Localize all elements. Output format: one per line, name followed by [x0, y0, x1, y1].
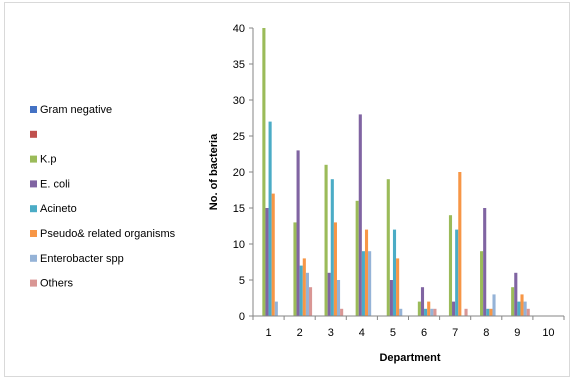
x-tick-label: 2 — [297, 327, 303, 339]
bar-e-coli-7 — [452, 302, 455, 316]
bar-others-6 — [433, 309, 436, 316]
bars — [262, 28, 529, 316]
bar-enterobacter-spp-3 — [337, 280, 340, 316]
bar-acineto-8 — [486, 309, 489, 316]
bar-others-9 — [527, 309, 530, 316]
bar-pseudo-related-organisms-1 — [272, 194, 275, 316]
x-tick-label: 8 — [483, 327, 489, 339]
bar-acineto-9 — [517, 302, 520, 316]
bar-acineto-3 — [331, 179, 334, 316]
bar-others-7 — [464, 309, 467, 316]
bar-others-2 — [309, 287, 312, 316]
bar-enterobacter-spp-6 — [430, 309, 433, 316]
bar-enterobacter-spp-1 — [275, 302, 278, 316]
bar-e-coli-1 — [265, 208, 268, 316]
legend-label: Gram negative — [40, 104, 112, 116]
x-tick-label: 5 — [390, 327, 396, 339]
bar-e-coli-9 — [514, 273, 517, 316]
bar-enterobacter-spp-2 — [306, 273, 309, 316]
bar-k-p-2 — [293, 222, 296, 316]
bar-pseudo-related-organisms-3 — [334, 222, 337, 316]
bar-k-p-9 — [511, 287, 514, 316]
bar-acineto-6 — [424, 309, 427, 316]
legend-swatch — [30, 106, 37, 113]
x-tick-label: 4 — [359, 327, 365, 339]
legend-swatch — [30, 255, 37, 262]
bar-acineto-7 — [455, 230, 458, 316]
bar-e-coli-4 — [359, 114, 362, 316]
legend-label: Enterobacter spp — [40, 253, 124, 265]
bar-enterobacter-spp-9 — [524, 302, 527, 316]
legend-swatch — [30, 280, 37, 287]
bar-k-p-5 — [387, 179, 390, 316]
bar-k-p-3 — [325, 165, 328, 316]
legend: Gram negative K.p E. coli Acineto Pseudo& re… — [30, 104, 176, 290]
bar-pseudo-related-organisms-7 — [458, 172, 461, 316]
legend-swatch — [30, 131, 37, 138]
y-tick-label: 5 — [239, 275, 245, 287]
bar-pseudo-related-organisms-2 — [303, 258, 306, 316]
y-tick-label: 35 — [233, 59, 245, 71]
y-axis-title: No. of bacteria — [208, 133, 220, 210]
bar-enterobacter-spp-4 — [368, 251, 371, 316]
legend-swatch — [30, 205, 37, 212]
legend-label: E. coli — [40, 178, 70, 190]
bar-k-p-6 — [418, 302, 421, 316]
y-tick-label: 15 — [233, 203, 245, 215]
bar-k-p-4 — [356, 201, 359, 316]
legend-swatch — [30, 230, 37, 237]
x-tick-label: 10 — [542, 327, 554, 339]
bar-k-p-1 — [262, 28, 265, 316]
x-axis-title: Department — [379, 352, 440, 364]
legend-label: K.p — [40, 154, 57, 166]
bar-e-coli-5 — [390, 280, 393, 316]
bar-e-coli-3 — [328, 273, 331, 316]
legend-label: Acineto — [40, 203, 77, 215]
bar-pseudo-related-organisms-6 — [427, 302, 430, 316]
bar-k-p-8 — [480, 251, 483, 316]
bar-pseudo-related-organisms-8 — [489, 309, 492, 316]
y-tick-label: 25 — [233, 131, 245, 143]
bar-acineto-2 — [300, 266, 303, 316]
y-tick-label: 10 — [233, 239, 245, 251]
x-tick-label: 3 — [328, 327, 334, 339]
bar-pseudo-related-organisms-4 — [365, 230, 368, 316]
y-tick-label: 30 — [233, 95, 245, 107]
legend-label: Others — [40, 278, 74, 290]
bar-e-coli-2 — [297, 150, 300, 316]
x-tick-label: 1 — [265, 327, 271, 339]
legend-swatch — [30, 180, 37, 187]
bar-enterobacter-spp-8 — [492, 294, 495, 316]
bar-e-coli-8 — [483, 208, 486, 316]
bar-k-p-7 — [449, 215, 452, 316]
x-tick-label: 9 — [514, 327, 520, 339]
bar-pseudo-related-organisms-9 — [520, 294, 523, 316]
bar-others-3 — [340, 309, 343, 316]
bar-acineto-1 — [269, 122, 272, 316]
y-tick-label: 0 — [239, 311, 245, 323]
x-tick-label: 7 — [452, 327, 458, 339]
x-tick-label: 6 — [421, 327, 427, 339]
bar-e-coli-6 — [421, 287, 424, 316]
bar-enterobacter-spp-5 — [399, 309, 402, 316]
legend-swatch — [30, 156, 37, 163]
legend-label: Pseudo& related organisms — [40, 228, 176, 240]
x-axis-ticks: 1 2 3 4 5 6 7 8 9 10 — [253, 316, 564, 339]
bar-acineto-5 — [393, 230, 396, 316]
y-tick-label: 40 — [233, 23, 245, 35]
bar-pseudo-related-organisms-5 — [396, 258, 399, 316]
bar-acineto-4 — [362, 251, 365, 316]
y-tick-label: 20 — [233, 167, 245, 179]
y-axis-ticks: 0 5 10 15 20 25 30 35 40 — [233, 23, 253, 323]
